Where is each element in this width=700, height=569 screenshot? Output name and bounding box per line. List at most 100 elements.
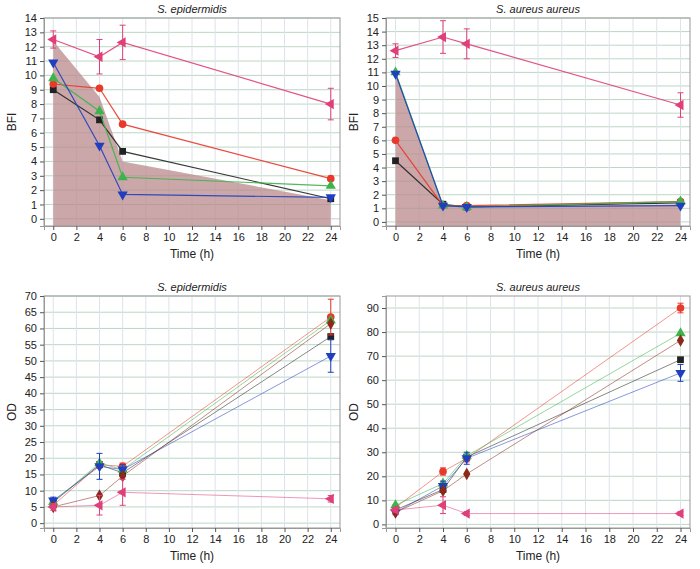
y-tick-label: 70	[367, 350, 379, 362]
x-tick: 24	[325, 528, 337, 545]
x-tick: 12	[186, 226, 198, 243]
series-line	[396, 340, 681, 512]
marker	[461, 39, 470, 49]
grid-line-x	[419, 296, 420, 528]
y-tick: 6	[31, 127, 44, 139]
y-tick-mark	[40, 491, 44, 492]
x-tick: 18	[256, 226, 268, 243]
y-tick-mark	[40, 61, 44, 62]
y-tick: 80	[367, 326, 386, 338]
y-axis: 01234567891011121314	[25, 12, 45, 226]
series-line	[53, 317, 331, 505]
y-tick-label: 14	[367, 26, 379, 38]
y-tick-mark	[40, 328, 44, 329]
y-axis: 0123456789101112131415	[367, 12, 387, 228]
panel: 0246810121416182022240123456789101112131…	[347, 3, 691, 261]
y-tick: 0	[373, 216, 386, 228]
y-axis: 0102030405060708090	[367, 297, 387, 531]
x-tick-mark	[609, 528, 610, 532]
series-line	[396, 140, 681, 205]
y-axis-title: BFI	[5, 113, 19, 132]
y-tick: 13	[367, 39, 386, 51]
y-tick: 5	[31, 501, 44, 513]
error-bar	[440, 468, 446, 475]
y-tick: 9	[31, 84, 44, 96]
chart-title: S. aureus aureus	[496, 281, 580, 293]
y-tick-label: 20	[367, 470, 379, 482]
grid-line-x	[284, 296, 285, 528]
marker	[47, 34, 56, 44]
x-tick: 16	[580, 226, 592, 243]
y-tick-label: 0	[373, 518, 379, 530]
marker	[48, 59, 58, 68]
y-tick-mark	[382, 428, 386, 429]
grid-line-x	[307, 296, 308, 528]
x-tick: 12	[532, 528, 544, 545]
y-tick: 4	[31, 155, 44, 167]
x-tick-mark	[396, 528, 397, 532]
error-cap	[120, 505, 126, 506]
x-tick: 14	[556, 528, 568, 545]
figure: 0246810121416182022240123456789101112131…	[0, 0, 700, 569]
x-tick: 16	[580, 528, 592, 545]
x-axis-line	[387, 529, 691, 533]
error-cap	[440, 53, 446, 54]
y-tick: 10	[367, 80, 386, 92]
y-tick-label: 50	[25, 355, 37, 367]
x-tick-label: 2	[74, 533, 80, 545]
x-tick: 16	[233, 528, 245, 545]
x-tick-label: 2	[417, 533, 423, 545]
y-tick: 14	[25, 12, 44, 24]
x-tick-label: 10	[163, 231, 175, 243]
y-tick: 3	[373, 175, 386, 187]
x-tick-label: 14	[210, 231, 222, 243]
y-tick: 2	[31, 184, 44, 196]
y-tick-mark	[40, 345, 44, 346]
y-tick-mark	[40, 204, 44, 205]
plot-frame	[44, 18, 340, 226]
x-tick: 18	[604, 528, 616, 545]
y-axis-line	[40, 19, 45, 227]
y-tick-mark	[40, 161, 44, 162]
x-tick-label: 12	[532, 533, 544, 545]
marker	[677, 334, 684, 347]
x-tick-label: 24	[325, 231, 337, 243]
y-tick-mark	[382, 356, 386, 357]
grid-line-x	[656, 296, 657, 528]
y-tick-mark	[40, 377, 44, 378]
x-axis-title: Time (h)	[516, 549, 560, 563]
y-tick-label: 0	[373, 216, 379, 228]
marker	[117, 37, 126, 47]
x-tick: 0	[51, 528, 57, 545]
x-tick-label: 8	[143, 533, 149, 545]
x-tick-mark	[308, 226, 309, 230]
grid-line-x	[514, 18, 515, 226]
y-tick-label: 13	[367, 39, 379, 51]
error-cap	[328, 299, 334, 300]
y-tick: 4	[373, 162, 386, 174]
chart-title: S. epidermidis	[157, 3, 227, 15]
y-tick: 1	[31, 199, 44, 211]
x-tick-mark	[419, 226, 420, 230]
y-tick-label: 2	[373, 189, 379, 201]
x-tick-mark	[396, 226, 397, 230]
y-tick: 0	[31, 213, 44, 225]
y-axis-line	[382, 19, 387, 227]
y-tick-label: 8	[31, 98, 37, 110]
y-tick-label: 55	[25, 339, 37, 351]
x-tick-mark	[192, 528, 193, 532]
error-cap	[440, 481, 446, 482]
y-tick-mark	[40, 147, 44, 148]
y-tick-label: 70	[25, 290, 37, 302]
x-tick-label: 20	[279, 231, 291, 243]
y-tick: 10	[367, 494, 386, 506]
x-tick-mark	[192, 226, 193, 230]
y-tick: 70	[367, 350, 386, 362]
x-tick-mark	[261, 226, 262, 230]
x-tick-mark	[100, 528, 101, 532]
x-tick-label: 22	[302, 231, 314, 243]
marker	[117, 487, 126, 497]
y-tick: 30	[25, 420, 44, 432]
grid-line-x	[633, 18, 634, 226]
x-tick: 8	[143, 528, 149, 545]
